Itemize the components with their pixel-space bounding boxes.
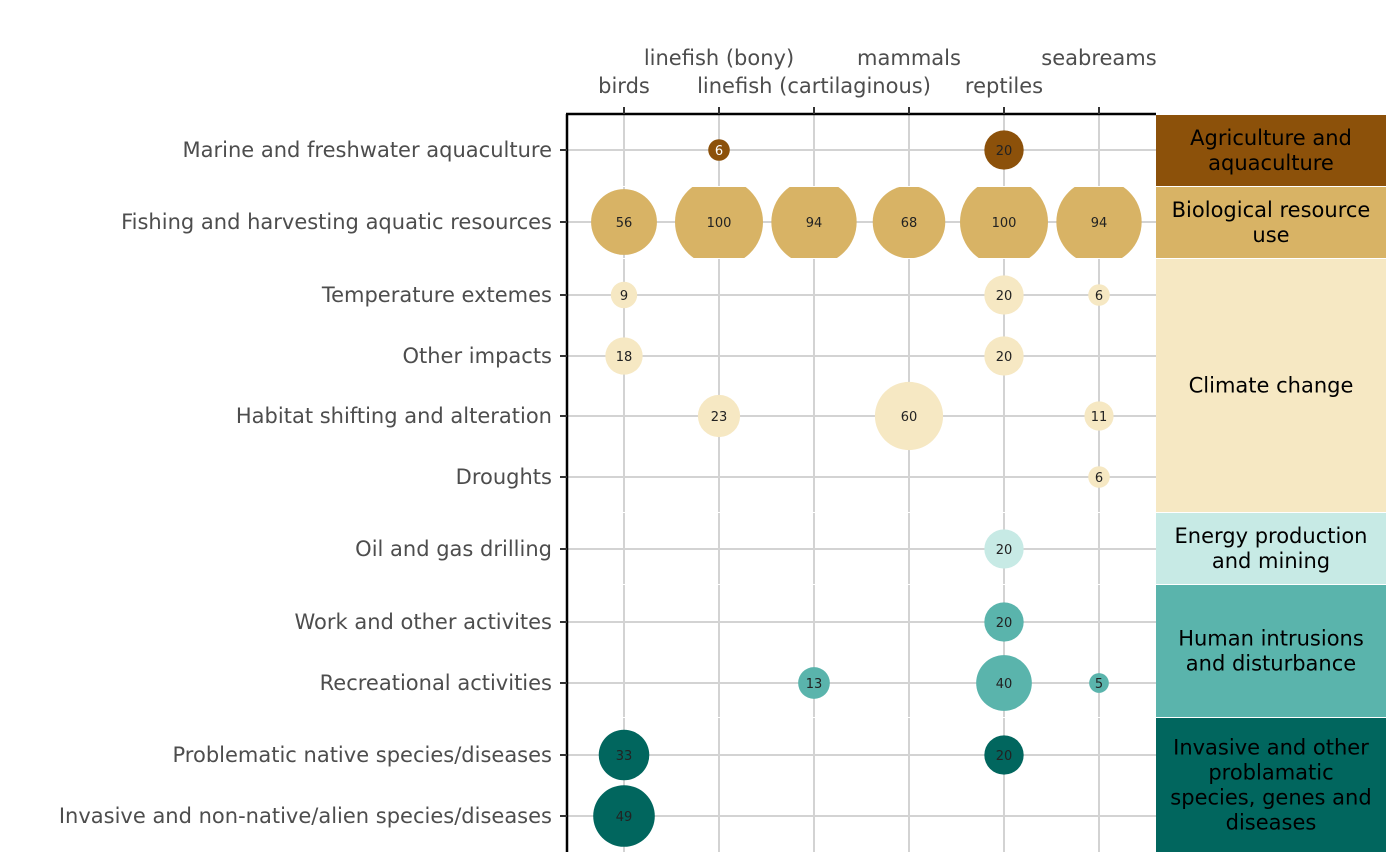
value-label: 49 (616, 810, 633, 825)
value-label: 33 (616, 749, 633, 764)
row-label-recreational-activities: Recreational activities (320, 671, 552, 695)
column-label-reptiles: reptiles (965, 74, 1043, 98)
group-label: species, genes and (1170, 786, 1371, 810)
column-label-mammals: mammals (857, 46, 961, 70)
value-label: 20 (996, 543, 1013, 558)
labels: birds linefish (bony) linefish (cartilagin… (59, 46, 1157, 828)
column-label-birds: birds (598, 74, 650, 98)
value-label: 13 (806, 677, 823, 692)
axes (560, 107, 1156, 852)
group-label: problamatic (1208, 761, 1333, 785)
group-strip-invasive-and-other-problamatic-species-genes-and-diseases (1156, 718, 1386, 852)
group-strip-biological-resource-use (1156, 187, 1386, 258)
bubble-invasive-and-non-native-alien-species-diseases-birds (593, 785, 655, 847)
value-label: 5 (1095, 677, 1103, 692)
value-label: 20 (996, 749, 1013, 764)
row-label-fishing-and-harvesting-aquatic-resources: Fishing and harvesting aquatic resources (121, 210, 552, 234)
bubble-other-impacts-reptiles (984, 336, 1024, 376)
group-strip-climate-change (1156, 259, 1386, 512)
row-label-habitat-shifting-and-alteration: Habitat shifting and alteration (236, 404, 552, 428)
bubble-habitat-shifting-and-alteration-seabreams (1084, 401, 1114, 431)
value-label: 23 (711, 410, 728, 425)
value-label: 94 (806, 216, 823, 231)
value-label: 20 (996, 350, 1013, 365)
group-label: Human intrusions (1178, 627, 1364, 651)
bubble-droughts-seabreams (1088, 466, 1110, 488)
column-label-linefish-bony: linefish (bony) (644, 46, 794, 70)
value-label: 9 (620, 289, 628, 304)
bubble-recreational-activities-reptiles (976, 655, 1032, 711)
column-label-linefish-cartilaginous: linefish (cartilaginous) (697, 74, 931, 98)
bubble-oil-and-gas-drilling-reptiles (984, 529, 1024, 569)
value-label: 6 (1095, 471, 1103, 486)
group-label: Invasive and other (1173, 736, 1369, 760)
bubble-problematic-native-species-diseases-birds (598, 729, 650, 781)
row-label-other-impacts: Other impacts (402, 344, 552, 368)
bubble-temperature-extemes-seabreams (1088, 284, 1110, 306)
group-label: and mining (1212, 549, 1330, 573)
group-strip-human-intrusions-and-disturbance (1156, 585, 1386, 717)
bubble-marine-and-freshwater-aquaculture-linefish-bony (708, 139, 730, 161)
bubble-recreational-activities-linefish-cartilaginous (798, 667, 830, 699)
bubble-problematic-native-species-diseases-reptiles (984, 735, 1024, 775)
bubble-fishing-and-harvesting-aquatic-resources-linefish-cartilaginous (771, 187, 857, 258)
bubble-marine-and-freshwater-aquaculture-reptiles (984, 130, 1024, 170)
value-label: 100 (707, 216, 732, 231)
group-label: and disturbance (1186, 652, 1356, 676)
bubble-temperature-extemes-birds (610, 281, 638, 309)
row-label-work-and-other-activites: Work and other activites (295, 610, 553, 634)
value-label: 60 (901, 410, 918, 425)
group-label: diseases (1226, 811, 1317, 835)
value-label: 100 (992, 216, 1017, 231)
group-label: Energy production (1175, 524, 1368, 548)
row-label-problematic-native-species-diseases: Problematic native species/diseases (173, 743, 553, 767)
value-label: 6 (1095, 289, 1103, 304)
group-label: Biological resource (1172, 198, 1371, 222)
row-label-temperature-extemes: Temperature extemes (321, 283, 552, 307)
group-strip-agriculture-and-aquaculture (1156, 115, 1386, 186)
value-label: 56 (616, 216, 633, 231)
bubble-fishing-and-harvesting-aquatic-resources-seabreams (1056, 187, 1142, 258)
value-label: 20 (996, 289, 1013, 304)
bubble-temperature-extemes-reptiles (984, 275, 1024, 315)
group-label: Agriculture and (1190, 126, 1352, 150)
value-label: 20 (996, 616, 1013, 631)
group-strip-energy-production-and-mining (1156, 513, 1386, 584)
value-label: 6 (715, 144, 723, 159)
value-label: 94 (1091, 216, 1108, 231)
value-label: 40 (996, 677, 1013, 692)
bubble-habitat-shifting-and-alteration-linefish-bony (697, 394, 741, 438)
row-label-invasive-and-non-native-alien-species-diseases: Invasive and non-native/alien species/di… (59, 804, 552, 828)
bubble-other-impacts-birds (605, 337, 643, 375)
bubble-fishing-and-harvesting-aquatic-resources-reptiles (960, 187, 1048, 258)
row-label-oil-and-gas-drilling: Oil and gas drilling (355, 537, 552, 561)
bubble-habitat-shifting-and-alteration-mammals (874, 381, 944, 451)
row-label-droughts: Droughts (456, 465, 552, 489)
bubble-fishing-and-harvesting-aquatic-resources-birds (591, 189, 657, 255)
value-label: 68 (901, 216, 918, 231)
column-label-seabreams: seabreams (1041, 46, 1156, 70)
group-label: Climate change (1189, 374, 1354, 398)
row-label-marine-and-freshwater-aquaculture: Marine and freshwater aquaculture (183, 138, 553, 162)
bubble-fishing-and-harvesting-aquatic-resources-mammals (872, 187, 946, 258)
value-label: 18 (616, 350, 633, 365)
value-label: 11 (1091, 410, 1108, 425)
bubble-recreational-activities-seabreams (1089, 673, 1109, 693)
group-label: use (1252, 223, 1289, 247)
bubble-fishing-and-harvesting-aquatic-resources-linefish-bony (675, 187, 763, 258)
bubble-work-and-other-activites-reptiles (984, 602, 1024, 642)
value-label: 20 (996, 144, 1013, 159)
group-label: aquaculture (1208, 151, 1334, 175)
